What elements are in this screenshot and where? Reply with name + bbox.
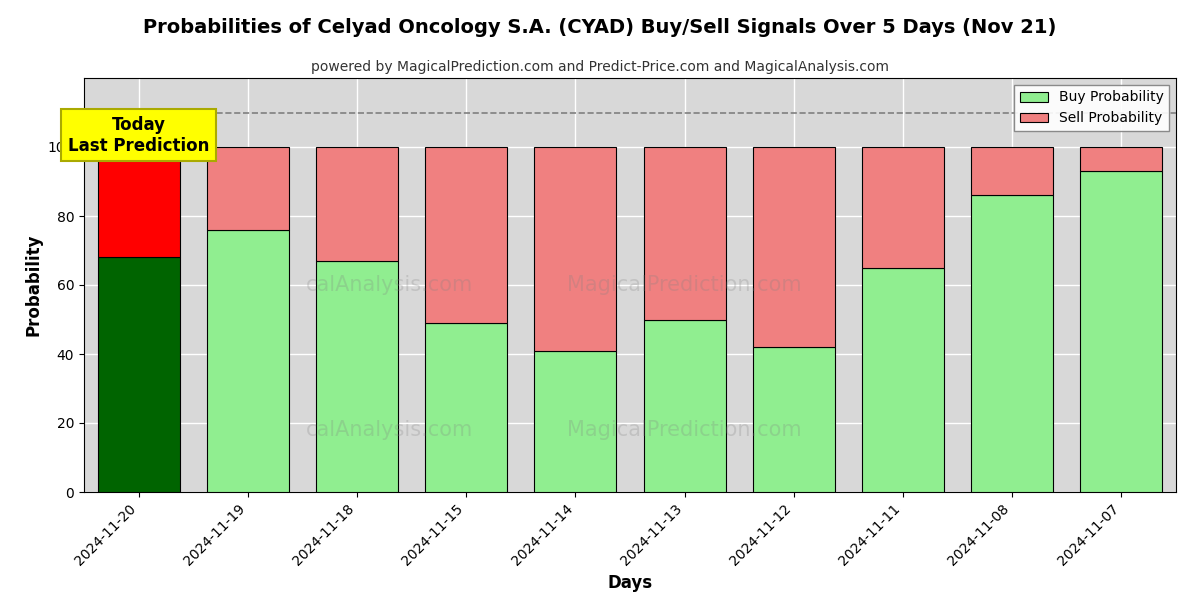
Bar	[862, 268, 944, 492]
Text: MagicalPrediction.com: MagicalPrediction.com	[568, 420, 802, 440]
Text: MagicalPrediction.com: MagicalPrediction.com	[568, 275, 802, 295]
Bar	[971, 147, 1054, 195]
Bar	[643, 147, 726, 319]
Bar	[206, 230, 289, 492]
Bar	[971, 195, 1054, 492]
Text: calAnalysis.com: calAnalysis.com	[306, 275, 473, 295]
Bar	[97, 257, 180, 492]
Bar	[206, 147, 289, 230]
Legend: Buy Probability, Sell Probability: Buy Probability, Sell Probability	[1014, 85, 1169, 131]
Bar	[1080, 147, 1163, 171]
Bar	[534, 350, 617, 492]
Bar	[534, 147, 617, 350]
Text: Probabilities of Celyad Oncology S.A. (CYAD) Buy/Sell Signals Over 5 Days (Nov 2: Probabilities of Celyad Oncology S.A. (C…	[143, 18, 1057, 37]
Text: Today
Last Prediction: Today Last Prediction	[68, 116, 209, 155]
Bar	[425, 147, 508, 323]
Y-axis label: Probability: Probability	[24, 234, 42, 336]
Bar	[752, 347, 835, 492]
Bar	[316, 261, 398, 492]
Bar	[643, 319, 726, 492]
Bar	[862, 147, 944, 268]
Bar	[97, 147, 180, 257]
Bar	[316, 147, 398, 261]
Text: calAnalysis.com: calAnalysis.com	[306, 420, 473, 440]
Bar	[752, 147, 835, 347]
Bar	[1080, 171, 1163, 492]
Text: powered by MagicalPrediction.com and Predict-Price.com and MagicalAnalysis.com: powered by MagicalPrediction.com and Pre…	[311, 60, 889, 74]
X-axis label: Days: Days	[607, 574, 653, 592]
Bar	[425, 323, 508, 492]
